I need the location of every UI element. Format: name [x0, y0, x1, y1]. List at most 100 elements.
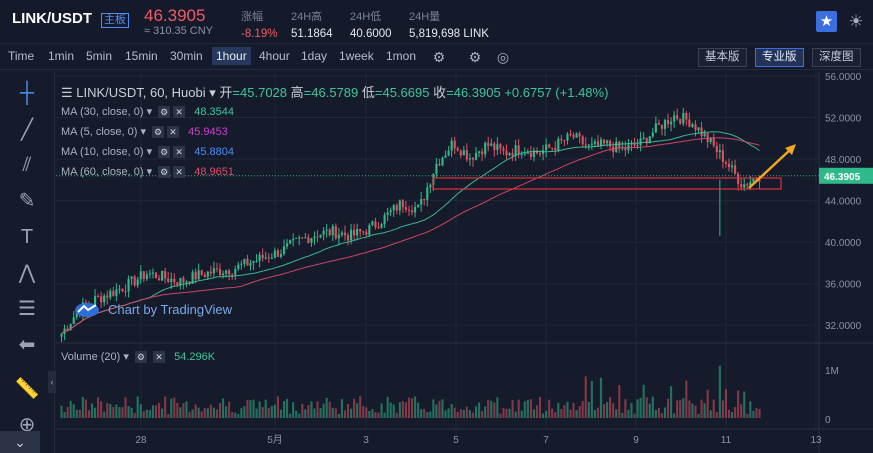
ma-60-label[interactable]: MA (60, close, 0)	[61, 166, 144, 178]
close-icon[interactable]: ✕	[173, 146, 186, 159]
timeframe-1day[interactable]: 1day	[301, 49, 328, 63]
settings-icon[interactable]: ⚙	[152, 126, 165, 139]
volume-bar	[139, 404, 142, 418]
collapse-panel-button[interactable]: ‹	[48, 371, 56, 393]
favorite-button[interactable]: ★	[816, 11, 837, 32]
tradingview-watermark[interactable]: Chart by TradingView	[74, 301, 232, 317]
timeframe-15min[interactable]: 15min	[125, 49, 158, 63]
settings-icon[interactable]: ⚙	[468, 49, 482, 65]
change-value: +0.6757 (+1.48%)	[504, 85, 609, 100]
close-icon[interactable]: ✕	[153, 351, 166, 364]
candle-body	[691, 124, 694, 127]
candle-body	[295, 237, 298, 239]
volume-bar	[182, 403, 185, 418]
trend-line-icon[interactable]: ╱	[20, 119, 34, 141]
candle-body	[398, 200, 401, 211]
candle-body	[499, 144, 502, 149]
volume-bar	[718, 365, 721, 418]
candle-body	[706, 133, 709, 142]
ma-10-label[interactable]: MA (10, close, 0)	[61, 146, 144, 158]
ruler-icon[interactable]: 📏	[14, 378, 40, 400]
timeframe-1week[interactable]: 1week	[339, 49, 374, 63]
volume-bar	[100, 401, 103, 418]
zoom-in-icon[interactable]: ⊕	[18, 414, 36, 436]
timeframe-time[interactable]: Time	[8, 49, 35, 63]
legend-menu-icon[interactable]: ☰	[61, 85, 73, 100]
candle-body	[157, 278, 161, 281]
pattern-icon[interactable]: ⋀	[18, 262, 36, 284]
pair-name[interactable]: LINK/USDT	[12, 10, 92, 27]
volume-bar	[371, 409, 374, 418]
candle-body	[377, 227, 380, 229]
candle-body	[139, 271, 142, 280]
timeframe-1mon[interactable]: 1mon	[386, 49, 417, 63]
pitchfork-icon[interactable]: ⫽	[22, 154, 32, 176]
dropdown-caret-icon[interactable]: ▾	[209, 85, 216, 100]
candle-body	[438, 163, 441, 166]
volume-bar	[679, 400, 682, 418]
candle-body	[465, 150, 468, 160]
screenshot-icon[interactable]: ◎	[496, 49, 510, 65]
volume-bar	[298, 413, 301, 418]
candle-body	[93, 296, 97, 305]
volume-bar	[194, 404, 197, 418]
candle-body	[200, 270, 203, 275]
volume-bar	[575, 410, 578, 418]
stat-change-value: -8.19%	[241, 28, 278, 40]
volume-bar	[438, 400, 441, 418]
timeframe-30min[interactable]: 30min	[170, 49, 203, 63]
volume-bar	[346, 403, 350, 418]
close-icon[interactable]: ✕	[173, 106, 186, 119]
view-basic-button[interactable]: 基本版	[698, 48, 747, 67]
text-tool-icon[interactable]: T	[20, 226, 34, 248]
candle-body	[392, 205, 395, 211]
symbol-line[interactable]: LINK/USDT, 60, Huobi	[76, 85, 206, 100]
timeframe-1min[interactable]: 1min	[48, 49, 75, 63]
volume-label[interactable]: Volume (20)	[61, 351, 121, 363]
theme-toggle-button[interactable]: ☀	[845, 11, 867, 33]
volume-bar	[343, 410, 347, 418]
volume-bar	[666, 398, 670, 418]
volume-bar	[730, 412, 734, 418]
candle-body	[529, 152, 532, 157]
candle-body	[383, 214, 386, 225]
candle-body	[365, 231, 368, 235]
candle-body	[164, 271, 167, 279]
volume-bar	[560, 408, 563, 418]
crosshair-icon[interactable]: ┼	[19, 82, 35, 104]
price-tick-label: 32.0000	[825, 321, 862, 332]
view-depth-button[interactable]: 深度图	[812, 48, 861, 67]
candle-body	[743, 184, 746, 188]
candle-body	[173, 278, 176, 283]
timeframe-1hour[interactable]: 1hour	[212, 47, 251, 65]
close-icon[interactable]: ✕	[173, 166, 186, 179]
volume-bar	[237, 413, 240, 418]
settings-icon[interactable]: ⚙	[158, 146, 171, 159]
price-chart[interactable]: 56.0000 52.0000 48.0000 44.0000 40.0000 36.00…	[56, 71, 873, 453]
volume-bar	[642, 384, 645, 418]
timeframe-4hour[interactable]: 4hour	[259, 49, 290, 63]
timeframe-5min[interactable]: 5min	[86, 49, 113, 63]
candle-body	[225, 270, 228, 274]
back-arrow-icon[interactable]: ⬅	[18, 334, 36, 356]
ma-30-label[interactable]: MA (30, close, 0)	[61, 106, 144, 118]
settings-icon[interactable]: ⚙	[134, 351, 147, 364]
close-icon[interactable]: ✕	[167, 126, 180, 139]
expand-toolbar-button[interactable]: ⌄	[0, 431, 40, 453]
settings-icon[interactable]: ⚙	[158, 106, 171, 119]
ma-30-row: MA (30, close, 0) ▾ ⚙ ✕ 48.3544	[61, 106, 235, 119]
indicator-icon[interactable]: ⚙︎	[432, 49, 446, 65]
candle-body	[721, 150, 724, 163]
time-tick-label: 9	[633, 435, 639, 446]
settings-icon[interactable]: ⚙	[158, 166, 171, 179]
volume-bar	[103, 411, 106, 418]
ma-5-label[interactable]: MA (5, close, 0)	[61, 126, 138, 138]
volume-bar	[630, 403, 633, 418]
pair-badge: 主板	[101, 13, 129, 28]
view-pro-button[interactable]: 专业版	[755, 48, 804, 67]
volume-bar	[578, 406, 581, 418]
fib-icon[interactable]: ☰	[18, 298, 36, 320]
candle-body	[100, 296, 103, 303]
brush-icon[interactable]: ✎	[18, 190, 36, 212]
candle-body	[112, 290, 115, 296]
